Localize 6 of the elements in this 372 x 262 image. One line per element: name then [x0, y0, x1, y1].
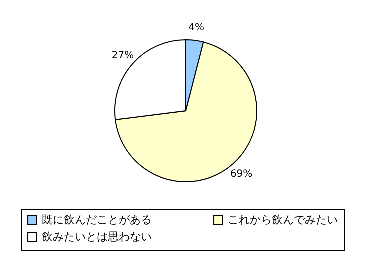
- legend-label: 飲みたいとは思わない: [42, 230, 152, 244]
- legend-label: これから飲んでみたい: [228, 214, 338, 227]
- data-label: 27%: [112, 50, 134, 62]
- legend-label: 既に飲んだことがある: [42, 214, 152, 227]
- data-label: 4%: [188, 22, 204, 34]
- data-label: 69%: [230, 169, 253, 180]
